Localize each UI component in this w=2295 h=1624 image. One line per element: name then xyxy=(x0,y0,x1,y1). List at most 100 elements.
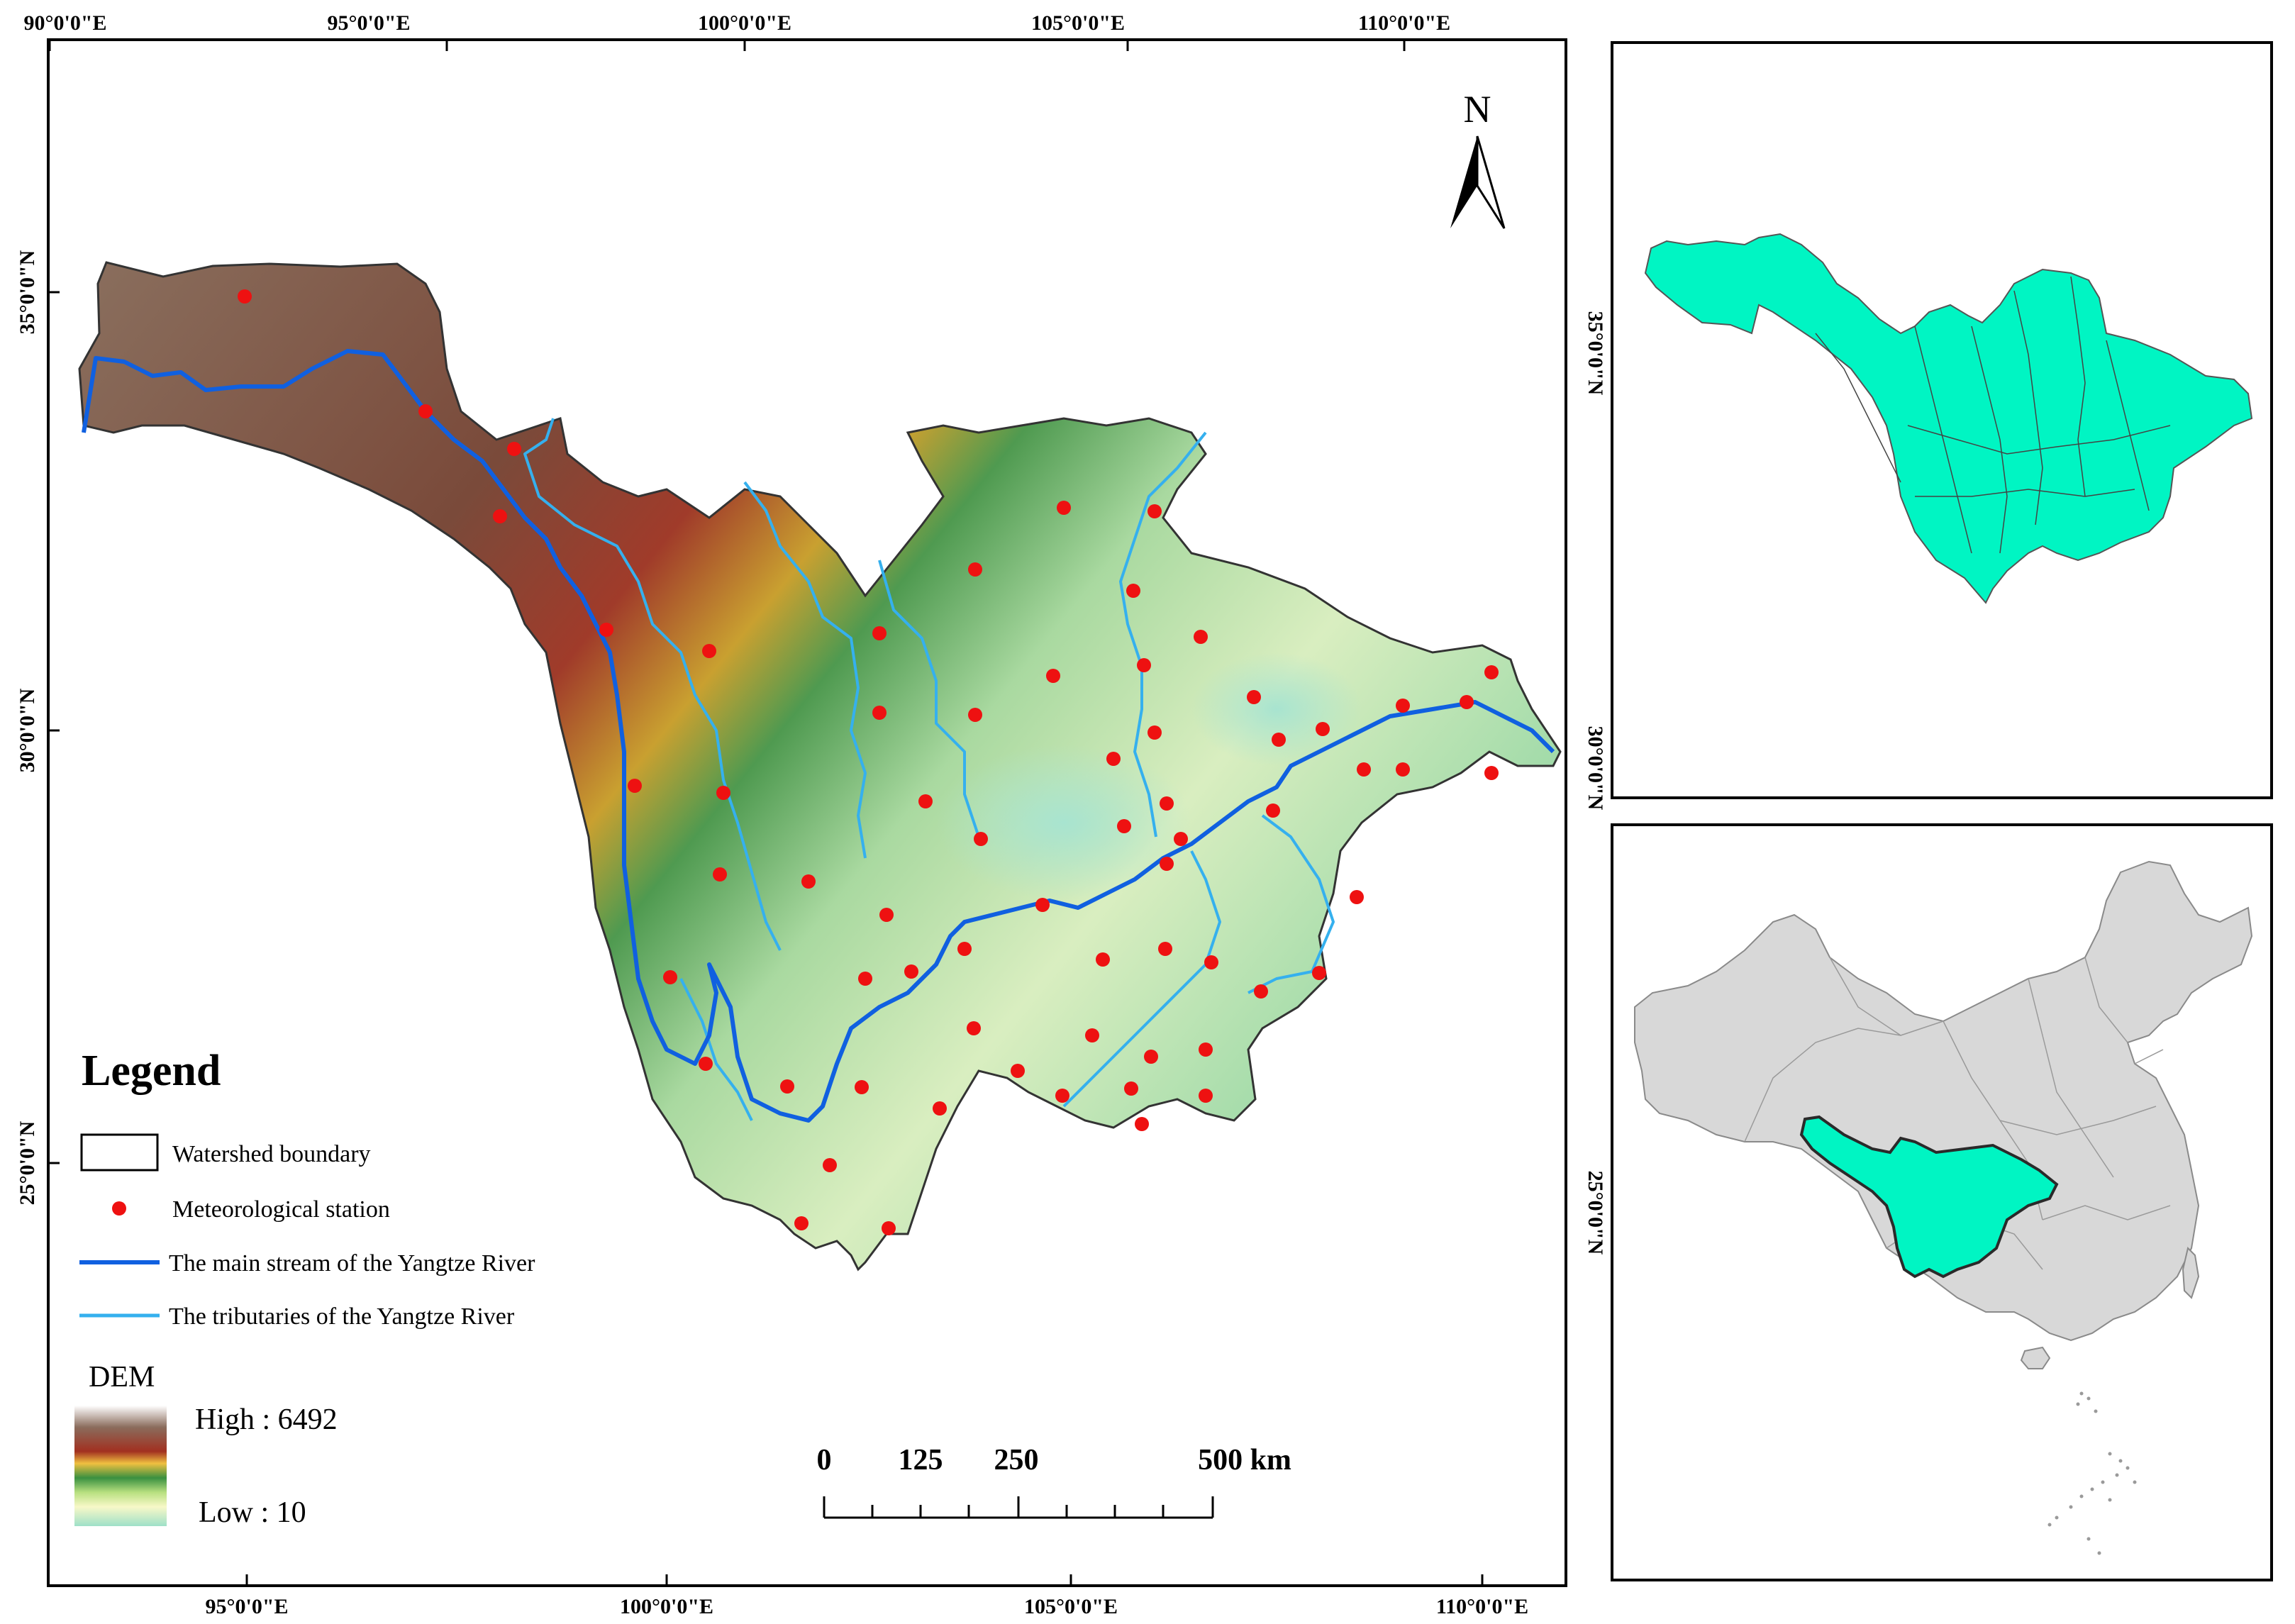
meteorological-station xyxy=(507,442,521,456)
meteorological-station xyxy=(1247,690,1261,704)
taiwan-island xyxy=(2182,1247,2200,1299)
meteorological-station xyxy=(1096,952,1110,967)
meteorological-station xyxy=(1135,1117,1149,1131)
meteorological-station xyxy=(1484,766,1499,780)
meteorological-station xyxy=(1357,762,1371,777)
meteorological-station xyxy=(1312,966,1326,980)
meteorological-station xyxy=(780,1079,794,1094)
legend-item-label: Watershed boundary xyxy=(172,1141,371,1167)
meteorological-station xyxy=(1124,1081,1138,1096)
basin-subwatershed-shape xyxy=(1644,233,2253,604)
yangtze-basin-highlight xyxy=(1799,1115,2059,1279)
inset-tick-label: 30°0'0"N xyxy=(1584,726,1607,811)
meteorological-station xyxy=(1160,857,1174,871)
meteorological-station xyxy=(858,972,872,986)
inset-tick-label: 25°0'0"N xyxy=(1584,1171,1607,1255)
scale-bar-line xyxy=(823,1496,1214,1519)
meteorological-station xyxy=(879,908,894,922)
dem-high-label: High : 6492 xyxy=(195,1403,338,1436)
subwatershed-boundaries xyxy=(1815,276,2171,554)
left-tick-label: 35°0'0"N xyxy=(16,250,39,334)
bottom-tick-label: 110°0'0"E xyxy=(1436,1595,1528,1618)
main-stream-yangtze xyxy=(82,349,1555,1123)
meteorological-station xyxy=(1055,1089,1069,1103)
meteorological-station xyxy=(1085,1028,1099,1042)
scale-label: 125 xyxy=(899,1444,943,1476)
top-tick-label: 95°0'0"E xyxy=(328,11,411,35)
scale-label: 250 xyxy=(994,1444,1039,1476)
meteorological-station xyxy=(968,562,982,577)
meteorological-station xyxy=(1046,669,1060,683)
meteorological-station xyxy=(1117,819,1131,833)
meteorological-station xyxy=(801,874,816,889)
meteorological-station xyxy=(663,970,677,984)
meteorological-station xyxy=(493,509,507,523)
meteorological-station xyxy=(933,1101,947,1116)
station-group xyxy=(238,289,1499,1235)
meteorological-station xyxy=(699,1057,713,1071)
dem-color-ramp xyxy=(74,1406,167,1526)
meteorological-station xyxy=(1148,725,1162,740)
tributary-yalong xyxy=(743,481,867,859)
legend: Legend Watershed boundary Meteorological… xyxy=(74,1047,535,1529)
meteorological-station xyxy=(599,623,613,637)
meteorological-station xyxy=(1057,501,1071,515)
meteorological-station xyxy=(713,867,727,881)
legend-item-label: Meteorological station xyxy=(172,1196,390,1223)
top-tick-label: 105°0'0"E xyxy=(1031,11,1125,35)
meteorological-station xyxy=(967,1021,981,1035)
hainan-island xyxy=(2020,1346,2051,1369)
meteorological-station xyxy=(974,832,988,846)
inset-tick-label: 35°0'0"N xyxy=(1584,311,1607,396)
meteorological-station xyxy=(418,404,433,418)
meteorological-station xyxy=(882,1221,896,1235)
meteorological-station xyxy=(904,964,918,979)
north-arrow: N xyxy=(1450,88,1506,229)
yangtze-basin xyxy=(78,261,1562,1272)
meteorological-station xyxy=(1199,1089,1213,1103)
tributaries xyxy=(523,418,1335,1121)
top-tick-label: 110°0'0"E xyxy=(1358,11,1450,35)
north-arrow-left-half xyxy=(1450,136,1477,228)
meteorological-station xyxy=(1011,1064,1025,1078)
tributary-wu xyxy=(1062,850,1221,1108)
frame-ticks xyxy=(48,40,1484,1586)
meteorological-station xyxy=(1148,504,1162,518)
meteorological-station xyxy=(1484,665,1499,679)
meteorological-station xyxy=(855,1080,869,1094)
watershed-boundary-symbol xyxy=(80,1133,159,1172)
meteorological-station xyxy=(1144,1050,1158,1064)
left-tick-label: 30°0'0"N xyxy=(16,688,39,772)
basin-dem xyxy=(78,261,1562,1272)
tributary-jialing xyxy=(1119,431,1207,838)
meteorological-station xyxy=(628,779,642,793)
meteorological-station xyxy=(1396,699,1410,713)
meteorological-station xyxy=(1460,695,1474,709)
meteorological-station xyxy=(238,289,252,304)
tributary-yuan xyxy=(1247,814,1335,994)
north-arrow-right-half xyxy=(1476,135,1506,229)
bottom-tick-label: 105°0'0"E xyxy=(1024,1595,1118,1618)
inset-china: 25°0'0"N xyxy=(1584,823,2273,1581)
top-tick-label: 100°0'0"E xyxy=(698,11,791,35)
meteorological-station xyxy=(968,708,982,722)
meteorological-station xyxy=(1199,1042,1213,1057)
meteorological-station xyxy=(1396,762,1410,777)
legend-item-label: The tributaries of the Yangtze River xyxy=(169,1303,515,1330)
dem-low-label: Low : 10 xyxy=(199,1496,306,1529)
province-boundaries xyxy=(1744,957,2171,1270)
meteorological-station xyxy=(1254,984,1268,999)
meteorological-station xyxy=(957,942,972,956)
meteorological-station xyxy=(702,644,716,658)
meteorological-station xyxy=(823,1158,837,1172)
legend-item-label: The main stream of the Yangtze River xyxy=(169,1250,535,1277)
bottom-tick-label: 95°0'0"E xyxy=(206,1595,289,1618)
meteorological-station xyxy=(872,706,887,720)
meteorological-station xyxy=(1350,890,1364,904)
tributary-min xyxy=(878,560,980,838)
top-tick-label: 90°0'0"E xyxy=(24,11,107,35)
meteorological-station xyxy=(1174,832,1188,846)
meteorological-station xyxy=(872,626,887,640)
meteorological-station xyxy=(1137,658,1151,672)
